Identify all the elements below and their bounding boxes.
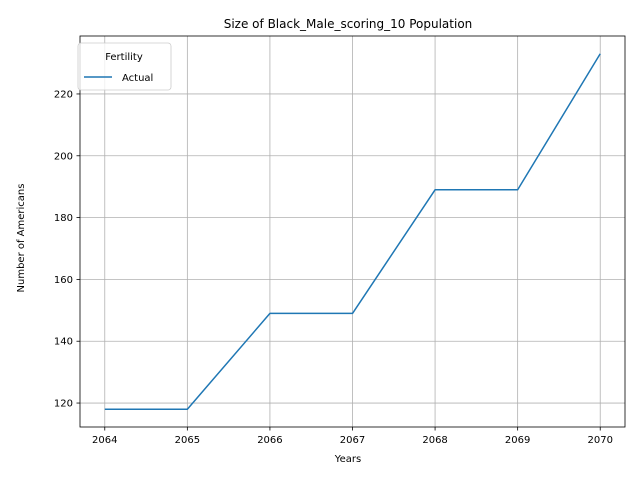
x-tick-label: 2066 — [257, 435, 282, 446]
x-tick-label: 2067 — [340, 435, 365, 446]
chart-title: Size of Black_Male_scoring_10 Population — [224, 17, 473, 31]
x-axis-label: Years — [334, 454, 361, 465]
x-tick-label: 2069 — [505, 435, 530, 446]
series-line-actual — [104, 53, 601, 410]
x-tick-label: 2068 — [422, 435, 447, 446]
legend-box — [77, 42, 172, 91]
y-tick-label: 140 — [54, 337, 73, 348]
x-tick-label: 2070 — [588, 435, 613, 446]
legend: Fertility Actual — [77, 42, 172, 91]
y-tick-label: 220 — [54, 89, 73, 100]
y-tick-label: 200 — [54, 151, 73, 162]
x-tick-label: 2064 — [92, 435, 117, 446]
y-tick-label: 160 — [54, 275, 73, 286]
y-axis-label: Number of Americans — [16, 184, 27, 293]
plot-frame — [79, 35, 626, 428]
y-tick-label: 180 — [54, 213, 73, 224]
legend-title: Fertility — [105, 52, 143, 63]
x-tick-label: 2065 — [175, 435, 200, 446]
y-tick-label: 120 — [54, 399, 73, 410]
legend-label-actual: Actual — [122, 73, 153, 84]
x-axis: 2064 2065 2066 2067 2068 2069 2070 — [92, 427, 613, 446]
y-axis: 120 140 160 180 200 220 — [54, 89, 80, 410]
grid — [80, 36, 625, 427]
series-group — [104, 53, 601, 410]
